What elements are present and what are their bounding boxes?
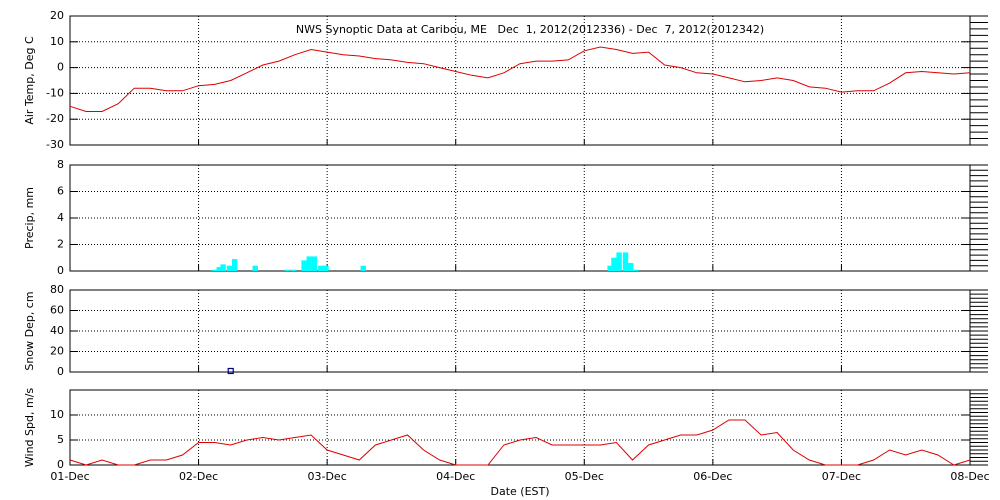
y-tick-label: 20 [50, 9, 64, 22]
plot-frame [69, 15, 971, 146]
y-tick-label: -20 [46, 112, 64, 125]
y-tick-label: 0 [57, 264, 64, 277]
bar [252, 265, 258, 271]
bar [628, 263, 634, 271]
x-tick-label: 04-Dec [436, 470, 475, 483]
x-tick-label: 01-Dec [50, 470, 89, 483]
bar [216, 267, 222, 271]
bar [220, 264, 226, 271]
chart-title: NWS Synoptic Data at Caribou, ME Dec 1, … [296, 23, 764, 36]
y-tick-label: 20 [50, 345, 64, 358]
bar [311, 256, 318, 271]
y-tick-label: 2 [57, 238, 64, 251]
bar [232, 259, 238, 271]
y-tick-label: 10 [50, 35, 64, 48]
x-axis-label: Date (EST) [490, 485, 549, 498]
plot-frame [69, 289, 971, 373]
bar [306, 256, 312, 271]
bar [284, 269, 291, 271]
bar [611, 257, 617, 271]
y-tick-label: 40 [50, 324, 64, 337]
y-tick-label: 0 [57, 365, 64, 378]
bar [211, 269, 217, 271]
y-tick-label: 5 [57, 433, 64, 446]
x-tick-label: 03-Dec [308, 470, 347, 483]
x-tick-label: 05-Dec [565, 470, 604, 483]
y-tick-label: 80 [50, 283, 64, 296]
x-tick-label: 02-Dec [179, 470, 218, 483]
y-tick-label: 4 [57, 211, 64, 224]
bar [301, 260, 307, 271]
y-tick-label: 6 [57, 185, 64, 198]
bar [360, 265, 366, 271]
y-tick-label: 60 [50, 304, 64, 317]
plot-frame [69, 164, 971, 272]
y-axis-label: Air Temp, Deg C [23, 36, 36, 125]
line [69, 419, 971, 466]
point [227, 367, 234, 375]
y-axis-label: Precip, mm [23, 187, 36, 249]
y-axis-label: Wind Spd, m/s [23, 388, 36, 468]
y-tick-label: 8 [57, 158, 64, 171]
x-tick-label: 06-Dec [693, 470, 732, 483]
bar [607, 265, 613, 271]
bar [633, 269, 639, 271]
y-tick-label: -30 [46, 138, 64, 151]
y-tick-label: 0 [57, 61, 64, 74]
y-axis-label: Snow Dep, cm [23, 291, 36, 370]
y-tick-label: -10 [46, 86, 64, 99]
bar [226, 265, 233, 271]
bar [291, 269, 297, 271]
line [69, 46, 971, 112]
bar [622, 252, 629, 271]
y-tick-label: 0 [57, 458, 64, 471]
plot-frame [69, 389, 971, 466]
x-tick-label: 08-Dec [950, 470, 989, 483]
bar [616, 252, 622, 271]
bar [318, 265, 324, 271]
y-tick-label: 10 [50, 408, 64, 421]
x-tick-label: 07-Dec [822, 470, 861, 483]
bar [323, 265, 329, 271]
